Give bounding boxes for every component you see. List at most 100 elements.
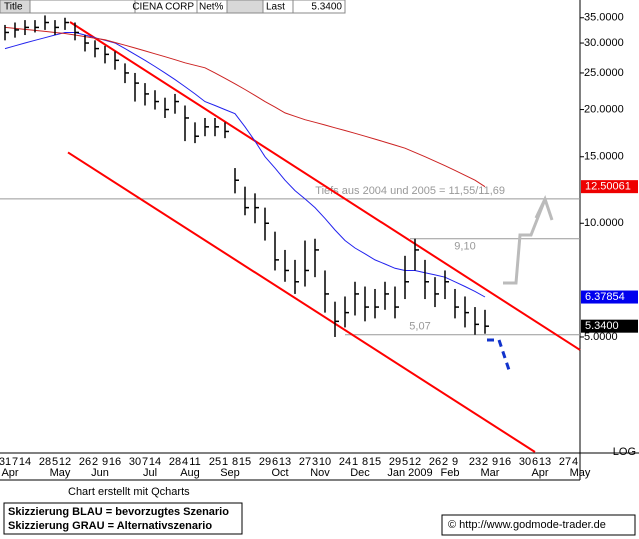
y-tick-label: 20.0000 (584, 103, 624, 115)
x-tick-label: 2 (92, 456, 98, 468)
month-label: Nov (310, 467, 330, 479)
y-tick-label: 35.0000 (584, 12, 624, 24)
month-label: May (570, 467, 591, 479)
reference-label: 5,07 (409, 321, 430, 333)
scale-label: LOG (613, 446, 636, 458)
x-tick-label: 10 (319, 456, 331, 468)
x-tick-label: 29 (259, 456, 271, 468)
x-tick-label: 24 (339, 456, 351, 468)
x-tick-label: 15 (369, 456, 381, 468)
credit: Chart erstellt mit Qcharts (68, 486, 190, 498)
blue-scenario (487, 338, 512, 374)
y-tick-label: 5.0000 (584, 331, 618, 343)
price-tag (581, 319, 638, 333)
scenario-sketch (487, 194, 554, 374)
month-label: Oct (271, 467, 288, 479)
x-tick-label: 4 (182, 456, 188, 468)
x-tick-label: 26 (79, 456, 91, 468)
x-tick-label: 11 (189, 456, 200, 468)
x-tick-label: 9 (452, 456, 458, 468)
header-symbol: CIENA CORP (132, 2, 194, 13)
x-tick-label: 13 (539, 456, 551, 468)
legend-box (3, 502, 243, 535)
month-label: Aug (180, 467, 200, 479)
x-tick-label: 28 (169, 456, 181, 468)
x-tick-label: 3 (312, 456, 318, 468)
legend-blue: Skizzierung BLAU = bevorzugtes Szenario (8, 506, 229, 518)
y-tick-label: 10.0000 (584, 217, 624, 229)
header-cell (292, 0, 346, 14)
header-title: Title (4, 2, 23, 13)
y-tick-label: 15.0000 (584, 151, 624, 163)
x-tick-label: 13 (279, 456, 291, 468)
x-tick-label: 16 (109, 456, 121, 468)
x-tick-label: 15 (239, 456, 251, 468)
price-tag (581, 290, 638, 304)
price-tag-label: 12.50061 (585, 181, 631, 193)
price-tag (581, 180, 638, 194)
x-tick-label: 9 (102, 456, 108, 468)
x-tick-label: 1 (222, 456, 228, 468)
month-label: Jan 2009 (387, 467, 432, 479)
x-tick-label: 30 (519, 456, 531, 468)
x-tick-label: 8 (362, 456, 368, 468)
x-tick-label: 31 (0, 456, 11, 468)
alt-scenario (503, 201, 546, 285)
header: Title CIENA CORP Net% Last 5.3400 (0, 0, 346, 14)
y-tick-label: 25.0000 (584, 67, 624, 79)
x-tick-label: 6 (532, 456, 538, 468)
month-label: Mar (481, 467, 500, 479)
price-tag-label: 5.3400 (585, 320, 619, 332)
copyright: © http://www.godmode-trader.de (448, 519, 606, 531)
x-tick-label: 2 (442, 456, 448, 468)
reference-label: Tiefs aus 2004 und 2005 = 11,55/11,69 (315, 185, 505, 197)
month-label: Apr (531, 467, 548, 479)
month-label: Jun (91, 467, 109, 479)
y-tick-label: 30.0000 (584, 37, 624, 49)
header-last-label: Last (266, 2, 285, 13)
month-label: Apr (1, 467, 18, 479)
plot: 35.000030.000025.000020.000015.000010.00… (0, 12, 638, 479)
x-tick-label: 25 (209, 456, 221, 468)
x-tick-label: 14 (19, 456, 31, 468)
legend-gray: Skizzierung GRAU = Alternativszenario (8, 520, 212, 532)
x-tick-label: 5 (52, 456, 58, 468)
x-tick-label: 1 (352, 456, 358, 468)
x-tick-label: 27 (299, 456, 311, 468)
x-tick-label: 7 (12, 456, 18, 468)
trend-line (69, 21, 581, 351)
x-tick-label: 23 (469, 456, 481, 468)
x-tick-label: 7 (142, 456, 148, 468)
alt-arrowhead (534, 194, 554, 221)
x-tick-label: 29 (389, 456, 401, 468)
reference-label: 9,10 (454, 241, 475, 253)
x-tick-label: 28 (39, 456, 51, 468)
x-tick-label: 27 (559, 456, 571, 468)
x-tick-label: 26 (429, 456, 441, 468)
x-tick-label: 4 (572, 456, 578, 468)
month-label: Sep (220, 467, 240, 479)
price-tag-label: 6.37854 (585, 291, 625, 303)
month-label: Jul (143, 467, 157, 479)
x-tick-label: 2 (482, 456, 488, 468)
x-tick-label: 6 (272, 456, 278, 468)
month-label: May (50, 467, 71, 479)
header-last-value: 5.3400 (311, 2, 342, 13)
month-label: Feb (441, 467, 460, 479)
x-tick-label: 14 (149, 456, 161, 468)
x-tick-label: 16 (499, 456, 511, 468)
header-cell (226, 0, 264, 14)
header-net: Net% (199, 2, 224, 13)
x-tick-label: 5 (402, 456, 408, 468)
x-tick-label: 8 (232, 456, 238, 468)
month-label: Dec (350, 467, 370, 479)
header-cell (29, 0, 136, 14)
x-tick-label: 12 (59, 456, 71, 468)
trend-line (67, 151, 536, 453)
x-tick-label: 30 (129, 456, 141, 468)
x-tick-label: 12 (409, 456, 421, 468)
x-tick-label: 9 (492, 456, 498, 468)
